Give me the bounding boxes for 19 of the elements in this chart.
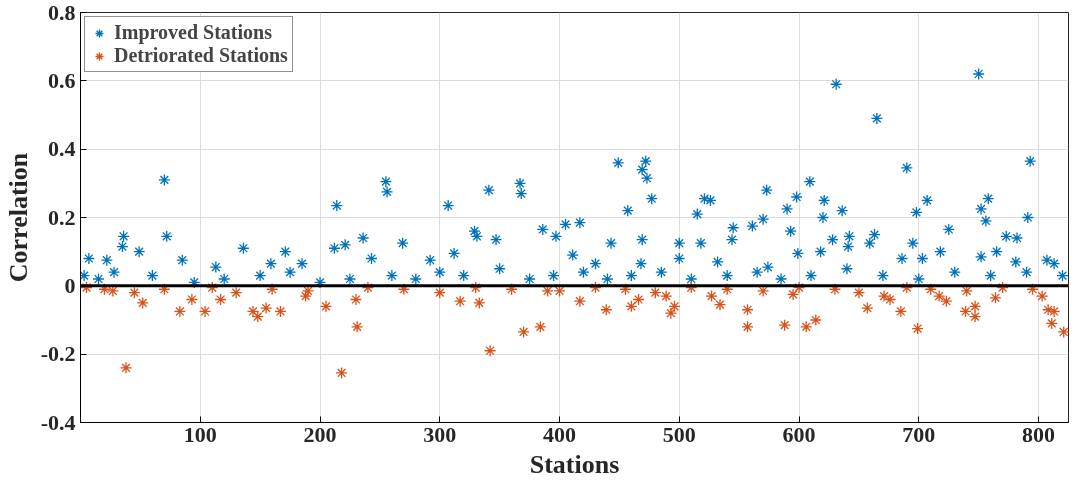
legend-label: Improved Stations	[114, 21, 272, 44]
y-axis-title: Correlation	[3, 152, 33, 283]
x-tick-label: 600	[782, 421, 816, 447]
x-tick-label: 100	[183, 421, 217, 447]
y-tick-label: 0.8	[48, 0, 76, 25]
x-tick-label: 300	[423, 421, 457, 447]
y-tick-label: 0	[64, 272, 76, 298]
x-tick-label: 200	[303, 421, 337, 447]
x-tick-label: 800	[1022, 421, 1056, 447]
y-tick-label: -0.4	[40, 409, 76, 435]
y-tick-label: 0.6	[48, 67, 76, 93]
x-tick-label: 400	[543, 421, 577, 447]
legend-label: Detriorated Stations	[114, 44, 288, 67]
x-tick-label: 700	[902, 421, 936, 447]
y-tick-label: -0.2	[40, 341, 76, 367]
y-tick-label: 0.2	[48, 204, 76, 230]
x-tick-label: 500	[662, 421, 696, 447]
x-axis-title: Stations	[529, 449, 620, 479]
y-tick-label: 0.4	[48, 136, 76, 162]
